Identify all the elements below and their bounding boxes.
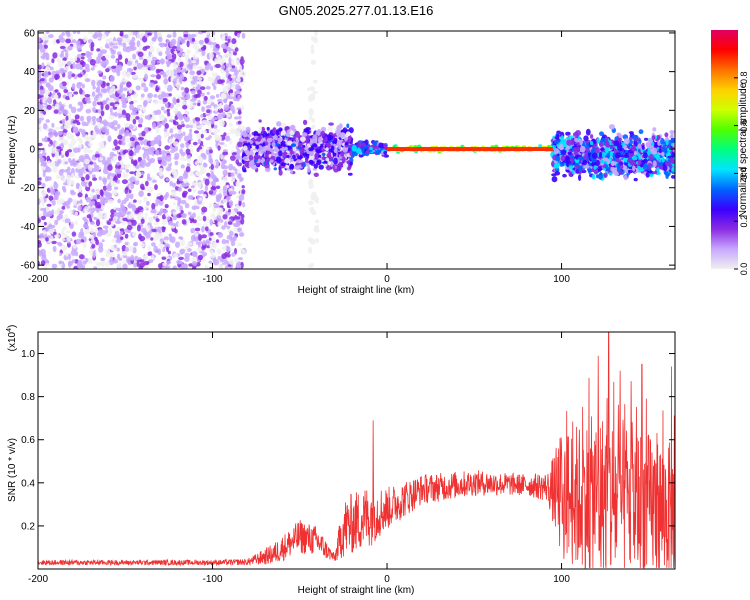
heatmap-region bbox=[241, 119, 355, 177]
heatmap-frame bbox=[37, 30, 676, 270]
heatmap-x-tick: -100 bbox=[203, 31, 223, 285]
heatmap-y-tick: -40 bbox=[21, 222, 675, 233]
heatmap-region bbox=[38, 31, 247, 269]
snr-multiplier: (x104) bbox=[6, 325, 18, 352]
snr-y-label: SNR (10 * v/v) bbox=[7, 438, 18, 502]
heatmap-y-tick: 60 bbox=[24, 28, 675, 39]
heatmap-y-tick: -20 bbox=[21, 183, 675, 194]
heatmap-x-tick: 0 bbox=[384, 31, 390, 285]
colorbar-ticks: 0.0 0.2 0.4 0.6 0.8 bbox=[734, 72, 749, 275]
colorbar-tick: 0.4 bbox=[734, 167, 749, 180]
snr-y-tick: 0.8 bbox=[21, 392, 675, 403]
heatmap-x-tick: 100 bbox=[553, 31, 570, 285]
snr-x-tick: -200 bbox=[28, 332, 48, 585]
heatmap-y-tick: 0 bbox=[29, 145, 675, 156]
snr-y-tick: 1.0 bbox=[21, 349, 675, 360]
heatmap-y-label: Frequency (Hz) bbox=[7, 116, 18, 185]
heatmap-x-tick: -200 bbox=[28, 31, 48, 285]
snr-y-tick: 0.6 bbox=[21, 435, 675, 446]
snr-x-tick: 0 bbox=[384, 332, 390, 585]
heatmap-y-tick: 20 bbox=[24, 106, 675, 117]
colorbar bbox=[711, 30, 738, 269]
snr-x-tick: 100 bbox=[553, 332, 570, 585]
colorbar-tick: 0.2 bbox=[734, 215, 749, 227]
heatmap-region bbox=[550, 124, 675, 183]
chart-title: GN05.2025.277.01.13.E16 bbox=[279, 3, 434, 18]
heatmap-core-line bbox=[387, 147, 553, 152]
snr-line bbox=[38, 332, 675, 569]
snr-frame bbox=[37, 331, 676, 570]
heatmap-y-tick: -60 bbox=[21, 261, 675, 272]
colorbar-tick: 0.8 bbox=[734, 72, 749, 84]
snr-series bbox=[38, 332, 675, 569]
snr-x-tick: -100 bbox=[203, 332, 223, 585]
snr-x-label: Height of straight line (km) bbox=[298, 585, 415, 596]
heatmap-cells bbox=[38, 31, 675, 269]
colorbar-tick: 0.6 bbox=[734, 119, 749, 132]
colorbar-label: Normalized spectral amplitude bbox=[738, 82, 749, 217]
heatmap-x-label: Height of straight line (km) bbox=[298, 285, 415, 296]
colorbar-tick: 0.0 bbox=[734, 263, 749, 275]
heatmap-region bbox=[349, 139, 389, 159]
snr-y-tick: 0.4 bbox=[21, 478, 675, 489]
heatmap-y-tick: 40 bbox=[24, 67, 675, 78]
snr-y-tick: 0.2 bbox=[21, 521, 675, 532]
